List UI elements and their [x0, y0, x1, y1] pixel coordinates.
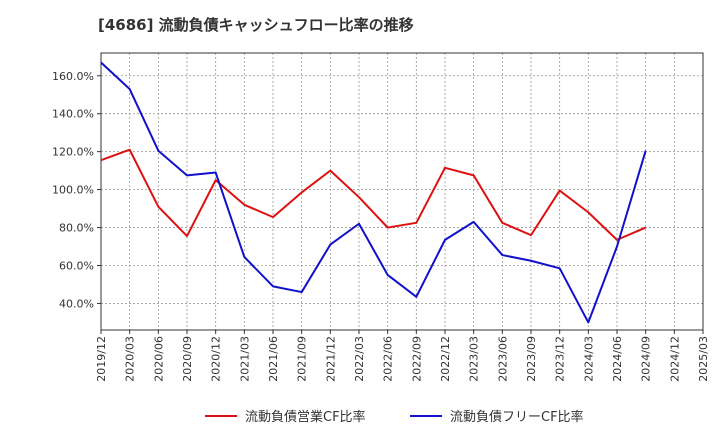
chart-title: [4686] 流動負債キャッシュフロー比率の推移: [98, 16, 414, 34]
x-tick-label: 2019/12: [95, 336, 108, 382]
y-tick-label: 80.0%: [59, 222, 94, 235]
x-tick-label: 2022/06: [382, 336, 395, 382]
y-tick-label: 100.0%: [52, 184, 94, 197]
y-tick-label: 60.0%: [59, 259, 94, 272]
x-tick-label: 2023/06: [496, 336, 509, 382]
x-tick-label: 2024/03: [582, 336, 595, 382]
x-tick-label: 2021/03: [238, 336, 251, 382]
y-tick-label: 140.0%: [52, 108, 94, 121]
x-tick-label: 2020/03: [124, 336, 137, 382]
x-tick-label: 2024/06: [611, 336, 624, 382]
x-tick-label: 2023/09: [525, 336, 538, 382]
x-tick-label: 2020/12: [210, 336, 223, 382]
x-tick-label: 2022/03: [353, 336, 366, 382]
x-tick-label: 2024/12: [668, 336, 681, 382]
x-tick-label: 2023/03: [468, 336, 481, 382]
x-tick-label: 2021/12: [324, 336, 337, 382]
x-tick-label: 2021/06: [267, 336, 280, 382]
y-tick-label: 40.0%: [59, 297, 94, 310]
x-tick-label: 2020/09: [181, 336, 194, 382]
y-tick-label: 160.0%: [52, 70, 94, 83]
series-line-2: [100, 61, 647, 324]
y-tick-label: 120.0%: [52, 146, 94, 159]
legend-label-1: 流動負債営業CF比率: [245, 409, 366, 425]
x-tick-label: 2025/03: [697, 336, 710, 382]
x-tick-label: 2022/12: [439, 336, 452, 382]
x-tick-label: 2024/09: [640, 336, 653, 382]
x-tick-label: 2020/06: [152, 336, 165, 382]
x-tick-label: 2021/09: [296, 336, 309, 382]
plot-frame: [100, 52, 704, 331]
series-line-1: [100, 148, 647, 241]
x-tick-label: 2023/12: [554, 336, 567, 382]
x-tick-label: 2022/09: [410, 336, 423, 382]
legend-label-2: 流動負債フリーCF比率: [450, 409, 584, 425]
